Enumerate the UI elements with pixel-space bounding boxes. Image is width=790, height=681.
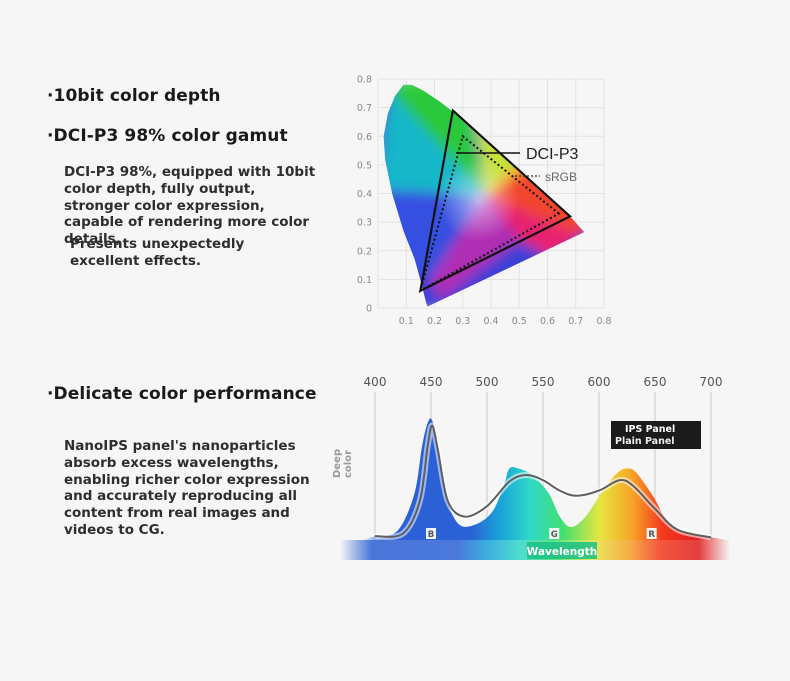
gamut-y-tick-label: 0.4	[357, 189, 372, 200]
band-label-box	[549, 528, 560, 539]
srgb-label: sRGB	[545, 170, 577, 184]
dci-p3-label: DCI-P3	[526, 146, 579, 163]
gamut-x-ticks: 0.1 0.2 0.3 0.4 0.5 0.6 0.7 0.8	[399, 316, 612, 327]
feature-paragraph-color-gamut-effects: Presents unexpectedly excellent effects.	[70, 236, 245, 269]
gamut-x-tick-label: 0.4	[483, 316, 498, 327]
band-label: B	[428, 530, 434, 540]
gamut-y-tick-label: 0.7	[357, 103, 372, 114]
feature-paragraph-color-gamut: DCI-P3 98%, equipped with 10bit color de…	[64, 164, 316, 248]
gamut-y-tick-label: 0	[366, 304, 372, 315]
spectrum-x-ticks: 400 450 500 550 600 650 700	[364, 375, 723, 389]
gamut-x-tick-label: 0.3	[455, 316, 470, 327]
band-label: G	[551, 530, 558, 540]
gamut-x-tick-label: 0.8	[596, 316, 611, 327]
spectrum-x-tick-label: 400	[364, 375, 387, 389]
spectrum-x-tick-label: 650	[644, 375, 667, 389]
svg-text:Wavelength: Wavelength	[527, 546, 597, 558]
gamut-y-tick-label: 0.6	[357, 132, 372, 143]
spectrum-x-tick-label: 500	[476, 375, 499, 389]
plain-panel-curve	[374, 424, 712, 539]
feature-heading-color-gamut: ·DCI-P3 98% color gamut	[47, 126, 288, 146]
gamut-y-tick-label: 0.8	[357, 75, 372, 86]
band-label-box	[426, 528, 436, 539]
feature-heading-color-performance: ·Delicate color performance	[47, 384, 317, 404]
gamut-y-ticks: 0 0.1 0.2 0.3 0.4 0.5 0.6 0.7 0.8	[357, 75, 372, 315]
band-label-box	[646, 528, 657, 539]
spectrum-x-tick-label: 450	[420, 375, 443, 389]
gamut-x-tick-label: 0.5	[512, 316, 527, 327]
gamut-x-tick-label: 0.2	[427, 316, 442, 327]
band-label: R	[648, 530, 655, 540]
gamut-x-tick-label: 0.7	[568, 316, 583, 327]
srgb-gamut-triangle	[418, 134, 561, 293]
wavelength-label: Wavelength	[527, 542, 597, 559]
spectrum-x-tick-label: 550	[532, 375, 555, 389]
gamut-y-tick-label: 0.2	[357, 246, 372, 257]
gamut-y-tick-label: 0.1	[357, 275, 372, 286]
color-gamut-chart: 0.1 0.2 0.3 0.4 0.5 0.6 0.7 0.8 00.10.20.30.40.…	[357, 75, 612, 328]
spectrum-x-tick-label: 700	[700, 375, 723, 389]
gamut-x-tick-label: 0.1	[399, 316, 414, 327]
spectrum-legend: IPS Panel Plain Panel	[611, 421, 701, 449]
legend-ips-panel: IPS Panel	[625, 424, 675, 435]
dci-p3-gamut-triangle	[418, 108, 573, 293]
spectrum-x-tick-label: 600	[588, 375, 611, 389]
gamut-y-tick-label: 0.3	[357, 218, 372, 229]
legend-plain-panel: Plain Panel	[615, 436, 675, 447]
gamut-y-tick-label: 0.5	[357, 160, 372, 171]
feature-paragraph-color-performance: NanoIPS panel's nanoparticles absorb exc…	[64, 438, 310, 538]
ips-panel-spectrum-area	[361, 418, 728, 540]
gamut-x-tick-label: 0.6	[540, 316, 555, 327]
feature-heading-color-depth: ·10bit color depth	[47, 86, 221, 106]
spectrum-y-axis-label: Deep color	[332, 445, 354, 478]
